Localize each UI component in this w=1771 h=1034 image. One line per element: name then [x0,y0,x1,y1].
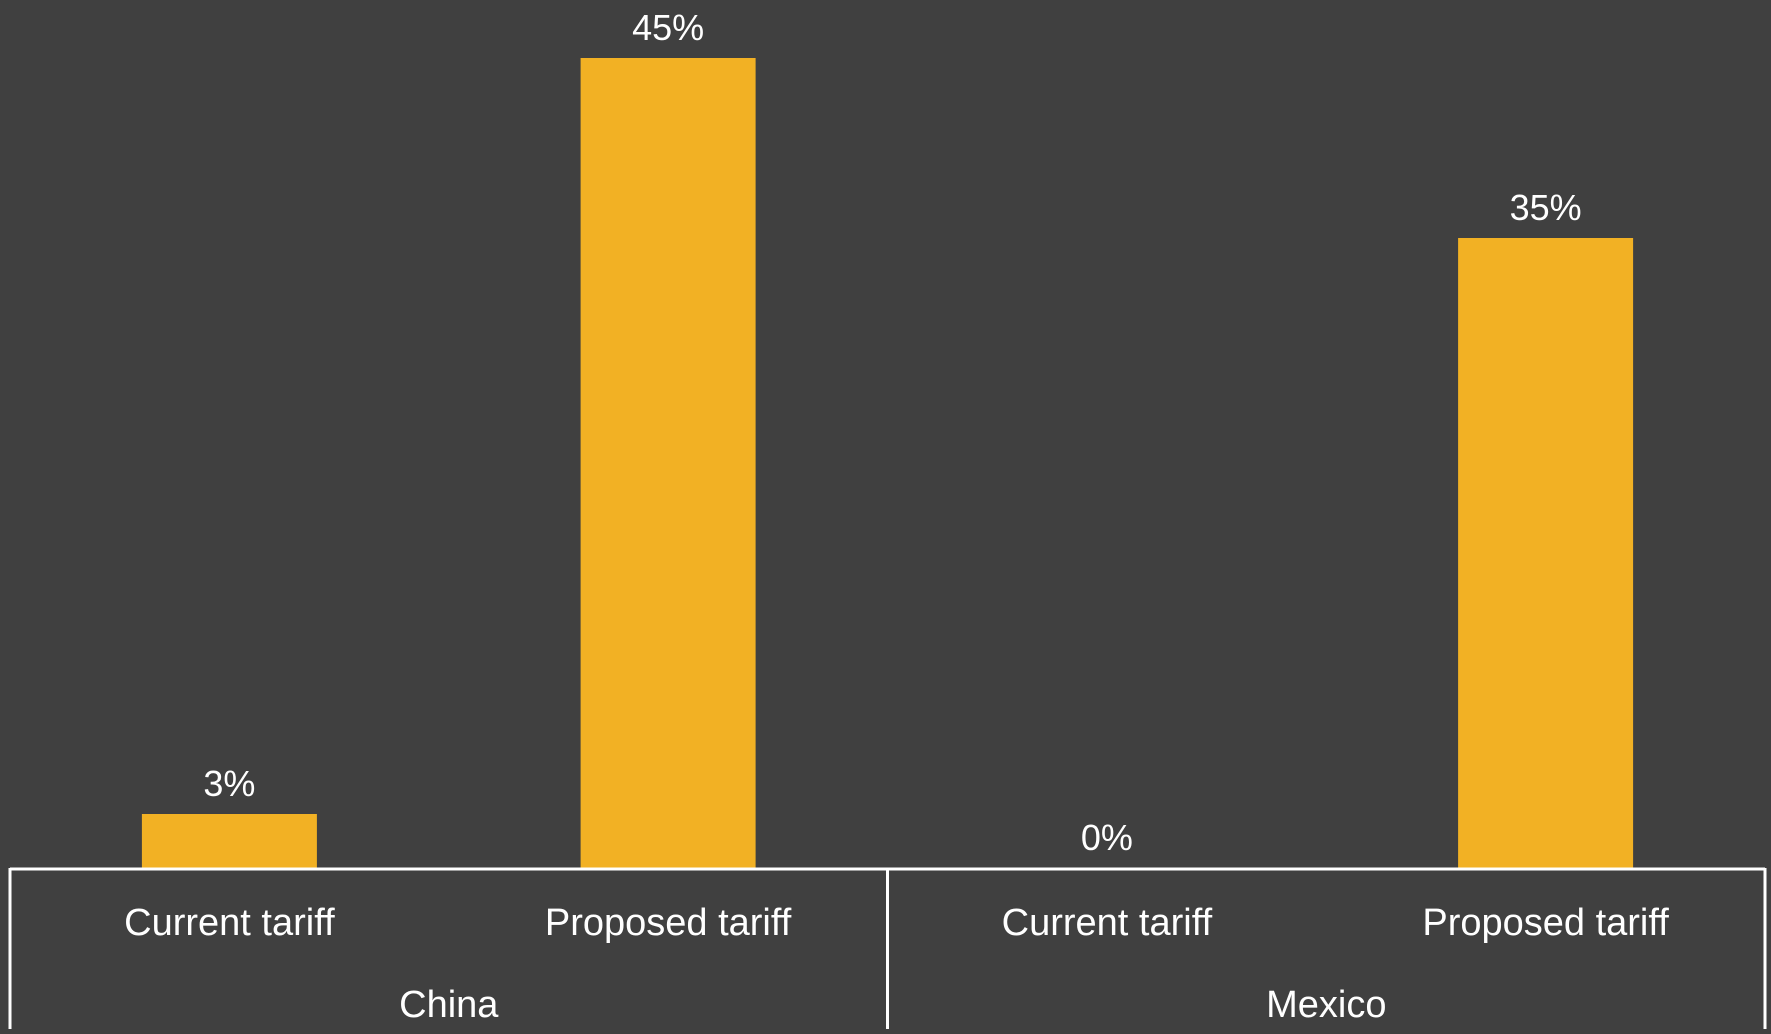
category-label: Proposed tariff [545,902,792,944]
category-label: Proposed tariff [1422,902,1669,944]
data-label: 45% [632,7,704,48]
bar-mexico-proposed [1458,238,1634,868]
group-label: Mexico [1266,984,1386,1026]
data-label: 0% [1081,817,1133,858]
category-label: Current tariff [124,902,335,944]
group-label: China [399,984,499,1026]
bar-china-current [141,814,317,868]
data-label: 3% [203,763,255,804]
category-label: Current tariff [1002,902,1213,944]
data-label: 35% [1510,187,1582,228]
bar-china-proposed [580,58,756,868]
